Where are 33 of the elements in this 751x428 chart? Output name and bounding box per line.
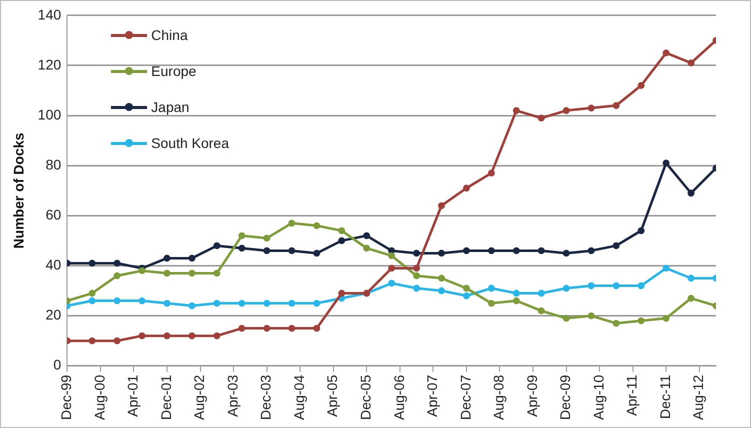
y-tick-label: 100 — [38, 106, 62, 122]
y-tick-label: 0 — [53, 356, 62, 373]
y-tick-label: 120 — [38, 56, 62, 72]
x-tick-label: Dec-09 — [557, 374, 574, 420]
x-tick-label: Dec-11 — [656, 374, 673, 419]
x-tick-label: Aug-06 — [390, 374, 407, 420]
legend-label: China — [151, 27, 188, 44]
x-tick-label: Dec-99 — [58, 374, 74, 420]
x-tick-label: Aug-08 — [490, 374, 507, 420]
y-axis-title: Number of Docks — [10, 132, 26, 249]
y-tick-label: 60 — [46, 206, 62, 223]
x-tick-label: Aug-12 — [690, 374, 706, 420]
x-tick-label: Apr-07 — [424, 374, 440, 417]
y-tick-label: 20 — [46, 306, 62, 323]
x-tick-label: Apr-09 — [524, 374, 540, 417]
x-tick-label: Aug-04 — [290, 374, 307, 420]
legend-label: Japan — [151, 99, 190, 116]
x-tick-label: Apr-11 — [624, 374, 640, 416]
x-tick-label: Dec-07 — [457, 374, 474, 420]
y-tick-label: 80 — [46, 156, 62, 172]
x-tick-label: Dec-01 — [158, 374, 174, 420]
x-tick-label: Dec-05 — [357, 374, 374, 420]
x-tick-label: Dec-03 — [258, 374, 274, 420]
legend-label: Europe — [151, 63, 196, 80]
y-tick-label: 140 — [38, 6, 62, 22]
x-tick-label: Aug-10 — [590, 374, 606, 420]
x-tick-label: Apr-03 — [224, 374, 240, 417]
x-tick-label: Apr-05 — [324, 374, 340, 417]
x-tick-label: Apr-01 — [124, 374, 141, 417]
x-tick-label: Aug-02 — [191, 374, 208, 420]
legend-label: South Korea — [151, 135, 229, 152]
x-tick-label: Aug-00 — [91, 374, 108, 420]
y-tick-label: 40 — [46, 256, 62, 273]
